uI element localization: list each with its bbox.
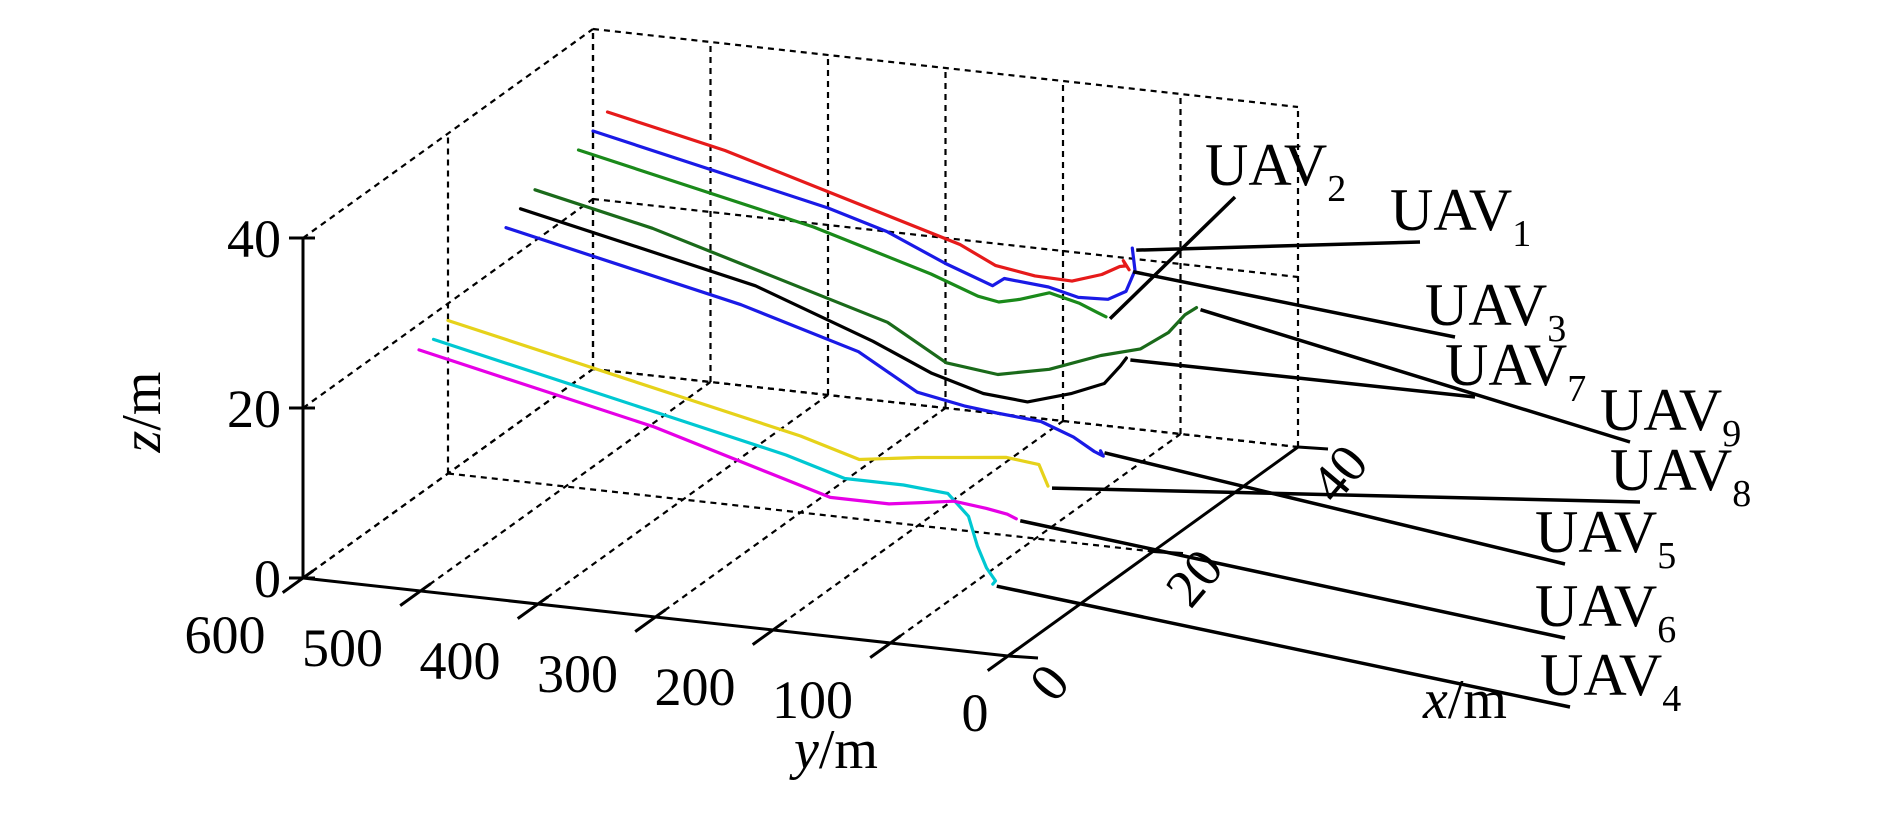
x-tick-label: 20 (1154, 538, 1235, 618)
callout-label: UAV5 (1535, 499, 1676, 577)
trajectory-uav-1 (591, 129, 1137, 301)
y-tick (399, 582, 432, 607)
grid-line-side-horizontal (302, 28, 594, 239)
callout-leader (1051, 486, 1641, 504)
z-axis-title: z/m (111, 372, 173, 454)
trajectory-uav-6 (417, 348, 1018, 521)
trajectory-uav-5 (504, 226, 1105, 458)
callout-label: UAV2 (1205, 132, 1346, 210)
trajectory-uav-2 (576, 148, 1108, 319)
y-tick (281, 569, 315, 594)
callout-leader (1136, 240, 1421, 252)
callout-leader (1132, 270, 1456, 339)
callout-label: UAV4 (1540, 642, 1681, 720)
callout-leader (1199, 307, 1631, 444)
callout-leader (1108, 195, 1237, 321)
callout-leader (1104, 451, 1566, 566)
y-tick (751, 621, 785, 646)
z-tick-label: 0 (254, 549, 281, 609)
callout-label: UAV8 (1610, 437, 1751, 515)
y-tick-label: 400 (420, 631, 501, 691)
trajectories (417, 110, 1199, 586)
trajectory-uav-7 (518, 207, 1129, 404)
y-tick-label: 300 (537, 644, 618, 704)
x-tick-label: 0 (1018, 653, 1081, 712)
y-axis-title: y/m (789, 719, 878, 781)
grid-line-floor-y (592, 367, 1299, 449)
callout-leader (1019, 519, 1566, 640)
x-tick (1297, 445, 1329, 451)
x-tick (1007, 654, 1039, 660)
y-tick (869, 634, 902, 659)
y-tick (634, 608, 667, 633)
y-tick-label: 500 (302, 618, 383, 678)
y-tick-label: 600 (185, 605, 266, 665)
y-tick (516, 595, 550, 620)
callout-label: UAV6 (1535, 573, 1676, 651)
trajectory-uav-9 (533, 188, 1199, 377)
grid-line-back-horizontal (592, 27, 1299, 109)
trajectory-uav-8 (446, 318, 1050, 488)
grid-line-floor-x (772, 420, 1064, 631)
grid-line-floor-x (889, 433, 1182, 644)
z-tick-label: 40 (227, 209, 281, 269)
y-tick (986, 647, 1020, 672)
grid-line-floor-y (447, 472, 1154, 553)
y-tick-label: 200 (655, 657, 736, 717)
callout-label: UAV1 (1390, 177, 1531, 255)
callout-label: UAV7 (1445, 332, 1586, 410)
y-tick-label: 0 (962, 683, 989, 743)
trajectory-uav-3 (605, 110, 1131, 283)
callout-leader (1130, 358, 1476, 399)
grid-line-floor-x (419, 381, 712, 592)
z-tick-label: 20 (227, 379, 281, 439)
callout-label: UAV9 (1600, 377, 1741, 455)
callout-leader (996, 584, 1571, 709)
callout-label: UAV3 (1425, 272, 1566, 350)
trajectory-uav-4 (431, 337, 998, 586)
y-tick-label: 100 (772, 670, 853, 730)
